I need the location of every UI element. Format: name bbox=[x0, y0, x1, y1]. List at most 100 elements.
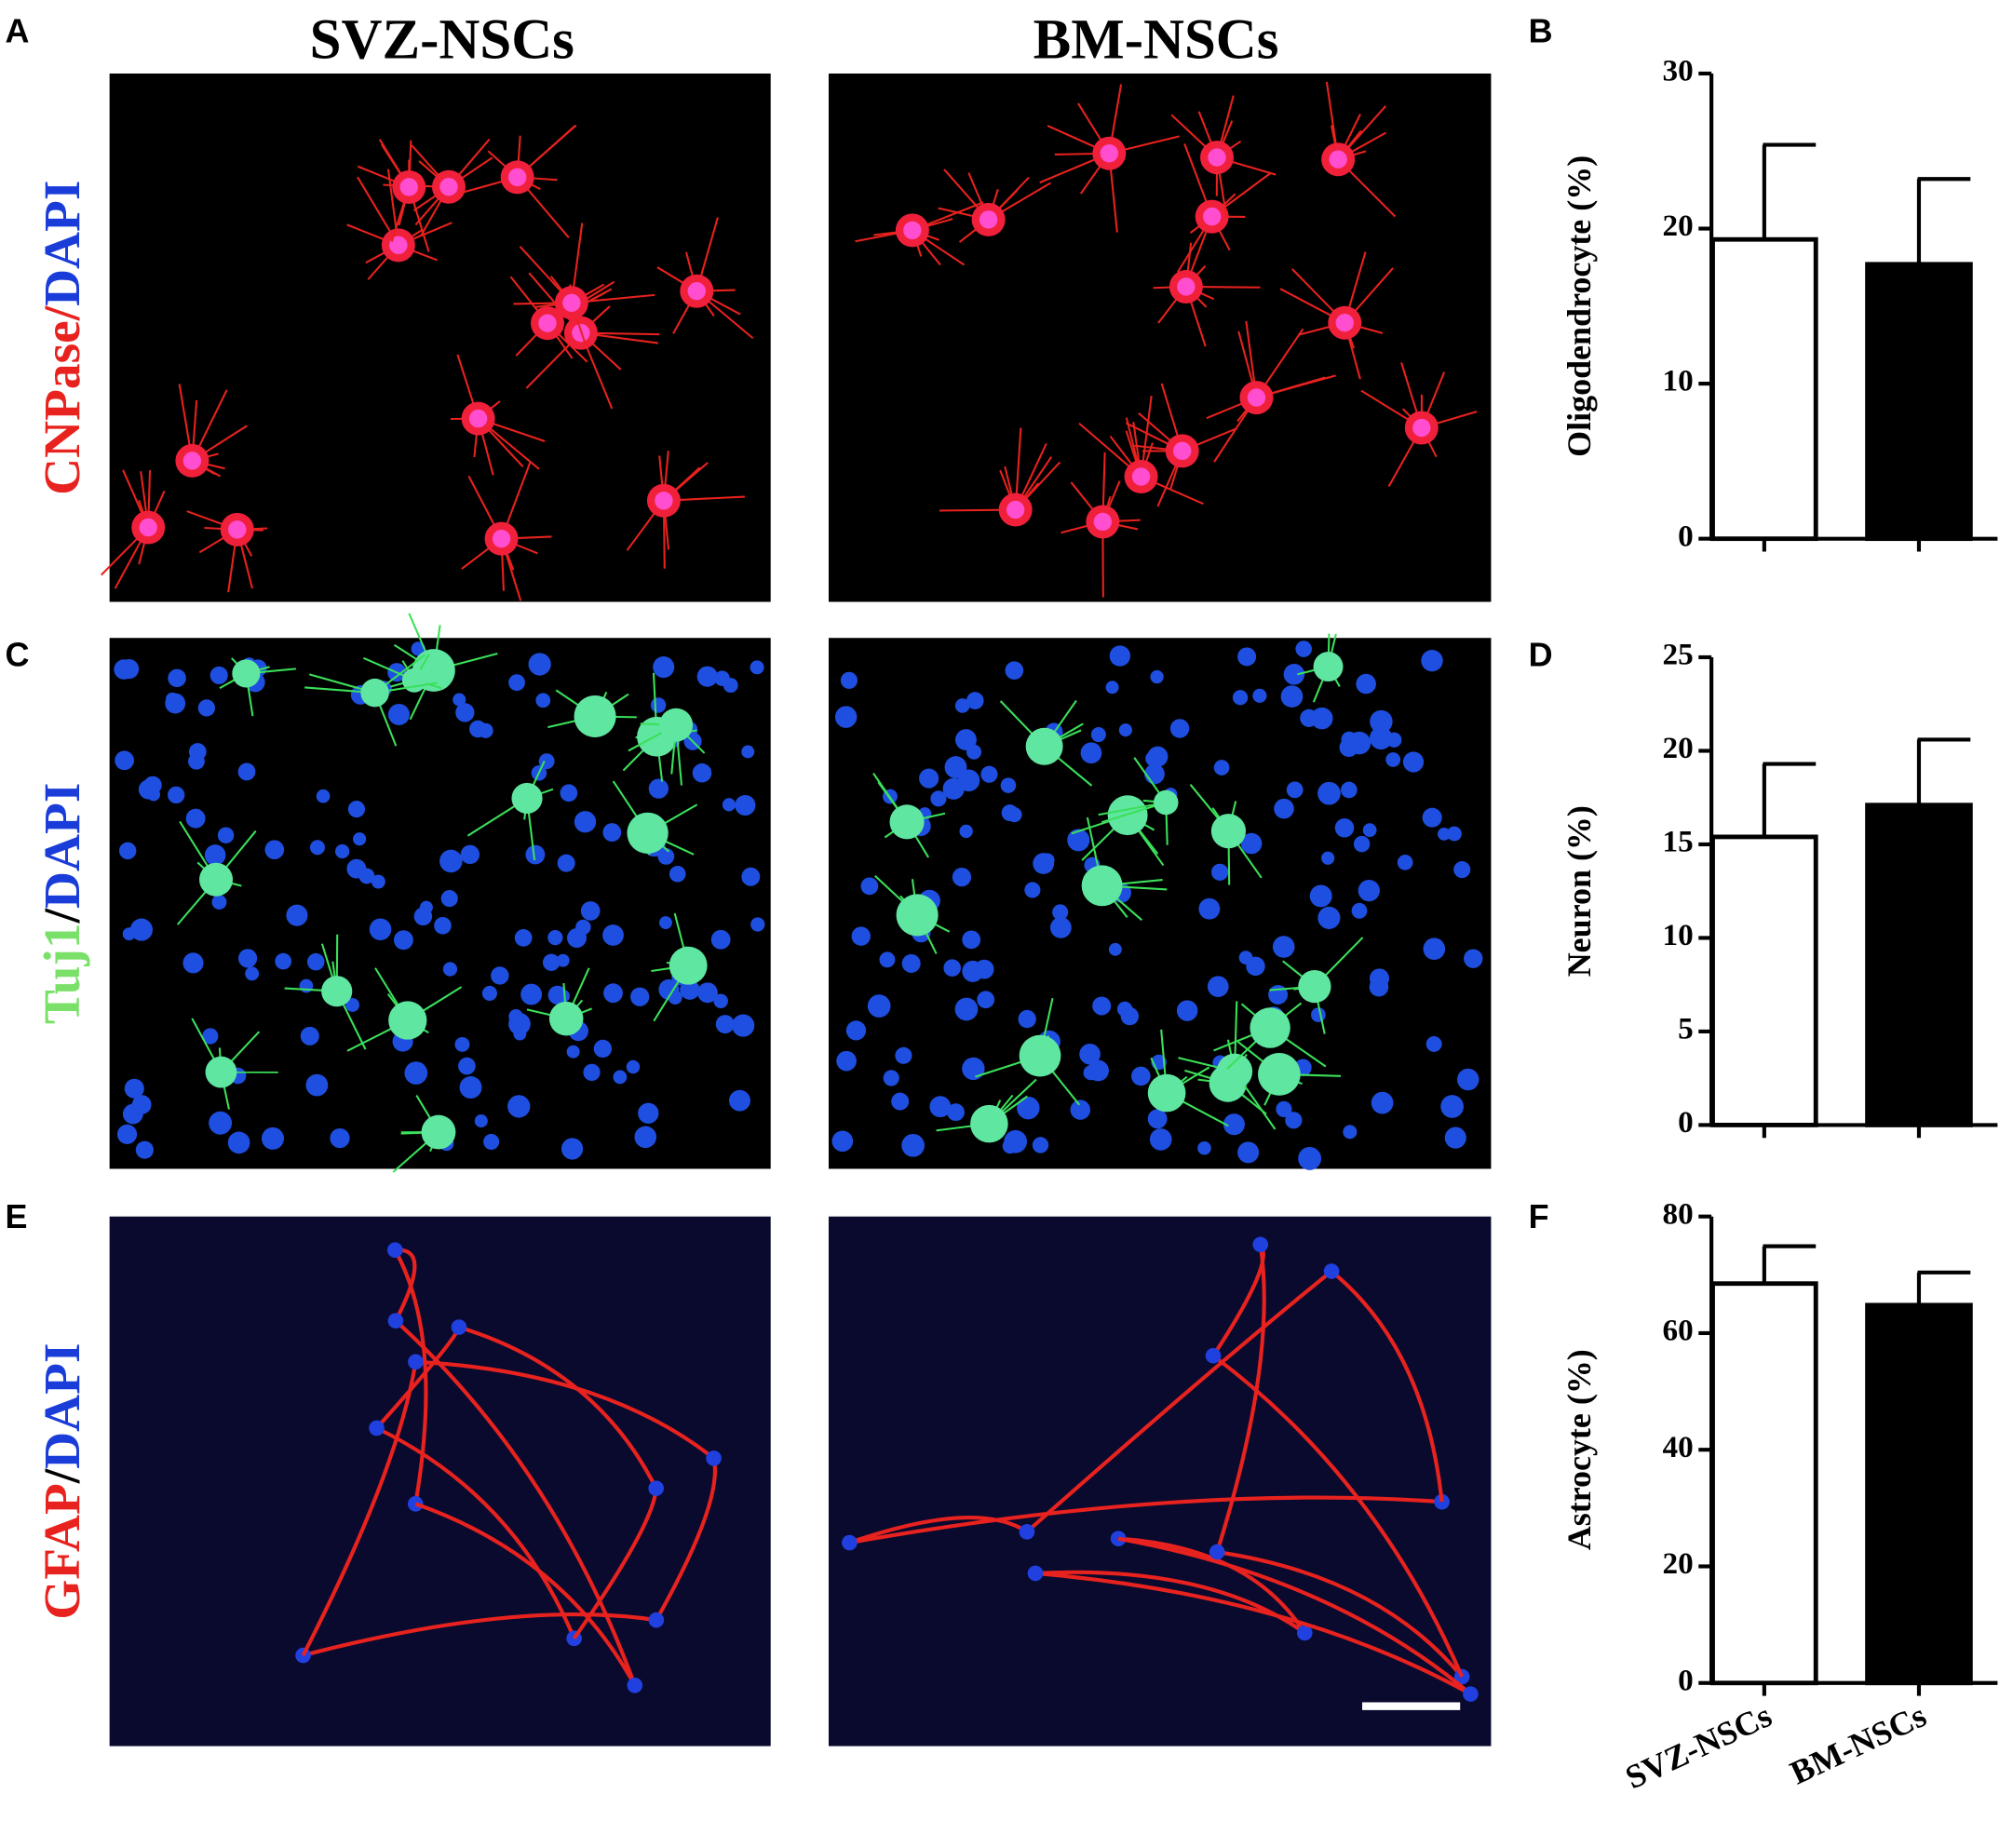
cell-process bbox=[1211, 1354, 1465, 1678]
nucleus bbox=[655, 492, 673, 510]
nucleus bbox=[1252, 688, 1267, 703]
nucleus bbox=[613, 1070, 628, 1085]
nucleus bbox=[483, 1133, 500, 1150]
nucleus bbox=[306, 952, 325, 971]
cell bbox=[896, 894, 939, 937]
nucleus bbox=[1317, 906, 1341, 929]
nucleus bbox=[627, 1677, 643, 1693]
nucleus bbox=[538, 314, 557, 332]
micrograph bbox=[828, 73, 1492, 602]
column-header: SVZ-NSCs bbox=[310, 8, 574, 71]
nucleus bbox=[1280, 685, 1304, 708]
nucleus bbox=[407, 1496, 424, 1512]
cell-process bbox=[1117, 1536, 1472, 1696]
nucleus bbox=[143, 776, 162, 795]
nucleus bbox=[650, 697, 667, 713]
nucleus bbox=[1295, 641, 1312, 657]
bar bbox=[1865, 262, 1973, 542]
nucleus bbox=[1341, 731, 1358, 749]
nucleus bbox=[722, 798, 736, 812]
panel-letter: F bbox=[1529, 1197, 1549, 1235]
nucleus bbox=[1438, 827, 1451, 841]
cell bbox=[1147, 1073, 1186, 1113]
nucleus bbox=[1198, 897, 1221, 920]
nucleus bbox=[413, 907, 433, 926]
y-axis-label: Astrocyte (%) bbox=[1560, 1349, 1598, 1550]
panel-letter: B bbox=[1529, 12, 1553, 50]
y-tick-label: 60 bbox=[1663, 1314, 1694, 1348]
nucleus bbox=[930, 790, 947, 807]
panel-letter: A bbox=[6, 12, 30, 50]
nucleus bbox=[977, 991, 995, 1009]
nucleus bbox=[845, 1020, 867, 1041]
nucleus bbox=[1070, 1099, 1091, 1120]
nucleus bbox=[1440, 1095, 1464, 1118]
nucleus bbox=[514, 928, 533, 947]
nucleus bbox=[182, 452, 202, 470]
nucleus bbox=[335, 843, 350, 859]
row-label-part: GFAP bbox=[34, 1483, 90, 1620]
nucleus bbox=[481, 985, 497, 1001]
nucleus bbox=[603, 983, 623, 1004]
nucleus bbox=[411, 641, 426, 656]
nucleus bbox=[593, 1039, 613, 1059]
nucleus bbox=[658, 978, 680, 1000]
y-tick-label: 30 bbox=[1663, 54, 1694, 88]
nucleus bbox=[1464, 949, 1483, 968]
nucleus bbox=[735, 794, 756, 816]
nucleus bbox=[135, 1140, 154, 1159]
nucleus bbox=[1149, 1128, 1172, 1151]
nucleus bbox=[261, 1126, 285, 1150]
nucleus bbox=[168, 668, 186, 688]
nucleus bbox=[1358, 879, 1380, 902]
nucleus bbox=[451, 1319, 467, 1335]
nucleus bbox=[883, 1070, 899, 1086]
nucleus bbox=[1093, 512, 1113, 532]
nucleus bbox=[653, 656, 675, 679]
nucleus bbox=[1402, 751, 1425, 773]
cell bbox=[1210, 814, 1247, 849]
nucleus bbox=[300, 1026, 319, 1045]
cell bbox=[889, 804, 925, 840]
nucleus bbox=[1006, 500, 1025, 519]
nucleus bbox=[124, 1078, 144, 1099]
y-tick-label: 0 bbox=[1678, 519, 1694, 553]
nucleus bbox=[943, 959, 961, 977]
nucleus bbox=[1385, 752, 1401, 767]
nucleus bbox=[1205, 1347, 1222, 1364]
nucleus bbox=[264, 840, 285, 860]
nucleus bbox=[309, 840, 325, 856]
nucleus bbox=[1412, 418, 1431, 438]
nucleus bbox=[371, 874, 385, 889]
bar bbox=[1710, 236, 1818, 542]
nucleus bbox=[1298, 1146, 1322, 1170]
bar bbox=[1710, 834, 1818, 1127]
nucleus bbox=[1286, 781, 1304, 799]
nucleus bbox=[648, 778, 669, 799]
y-tick-label: 40 bbox=[1663, 1430, 1694, 1464]
nucleus bbox=[979, 210, 998, 229]
nucleus bbox=[1131, 1066, 1151, 1086]
nucleus bbox=[1397, 855, 1413, 870]
nucleus bbox=[1444, 1126, 1466, 1149]
cell-process bbox=[572, 1488, 658, 1640]
nucleus bbox=[1463, 1686, 1479, 1702]
nucleus bbox=[204, 844, 226, 866]
nucleus bbox=[962, 1057, 985, 1081]
nucleus bbox=[1343, 1125, 1358, 1140]
nucleus bbox=[891, 1092, 910, 1111]
column-header: BM-NSCs bbox=[1034, 8, 1279, 71]
nucleus bbox=[1272, 936, 1295, 958]
nucleus bbox=[139, 518, 157, 537]
nucleus bbox=[566, 1045, 580, 1059]
nucleus bbox=[1131, 467, 1151, 486]
nucleus bbox=[697, 982, 718, 1004]
nucleus bbox=[1274, 798, 1294, 819]
nucleus bbox=[237, 949, 258, 968]
cell-process bbox=[1215, 1244, 1266, 1553]
nucleus bbox=[453, 693, 466, 707]
cell-process bbox=[301, 1361, 418, 1657]
nucleus bbox=[182, 952, 204, 974]
cell bbox=[421, 1114, 456, 1150]
